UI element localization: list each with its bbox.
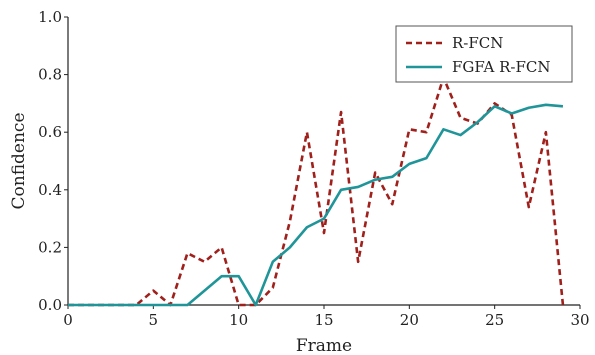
x-tick-label: 0 <box>63 311 73 329</box>
series-line-1 <box>68 103 564 307</box>
y-tick-label: 0.4 <box>38 181 62 199</box>
y-tick-label: 1.0 <box>38 8 62 26</box>
plot-lines <box>68 76 565 307</box>
y-tick-label: 0.8 <box>38 66 62 84</box>
y-tick-label: 0.6 <box>38 123 62 141</box>
series-line-0 <box>68 76 565 307</box>
ticks: 0 5 10 15 20 25 30 0.0 0.2 0.4 0.6 0.8 1.0 <box>38 8 589 329</box>
legend: R-FCN FGFA R-FCN <box>395 25 573 83</box>
x-tick-label: 20 <box>400 311 419 329</box>
y-tick-label: 0.0 <box>38 296 62 314</box>
y-axis-label: Confidence <box>9 112 29 209</box>
x-tick-label: 10 <box>229 311 248 329</box>
x-tick-label: 25 <box>485 311 504 329</box>
legend-label-1: FGFA R-FCN <box>452 58 550 76</box>
x-tick-label: 15 <box>314 311 333 329</box>
legend-box <box>395 25 573 83</box>
y-tick-label: 0.2 <box>38 238 62 256</box>
x-tick-label: 30 <box>570 311 589 329</box>
x-tick-label: 5 <box>149 311 159 329</box>
x-axis-label: Frame <box>296 336 352 355</box>
legend-label-0: R-FCN <box>452 34 503 52</box>
